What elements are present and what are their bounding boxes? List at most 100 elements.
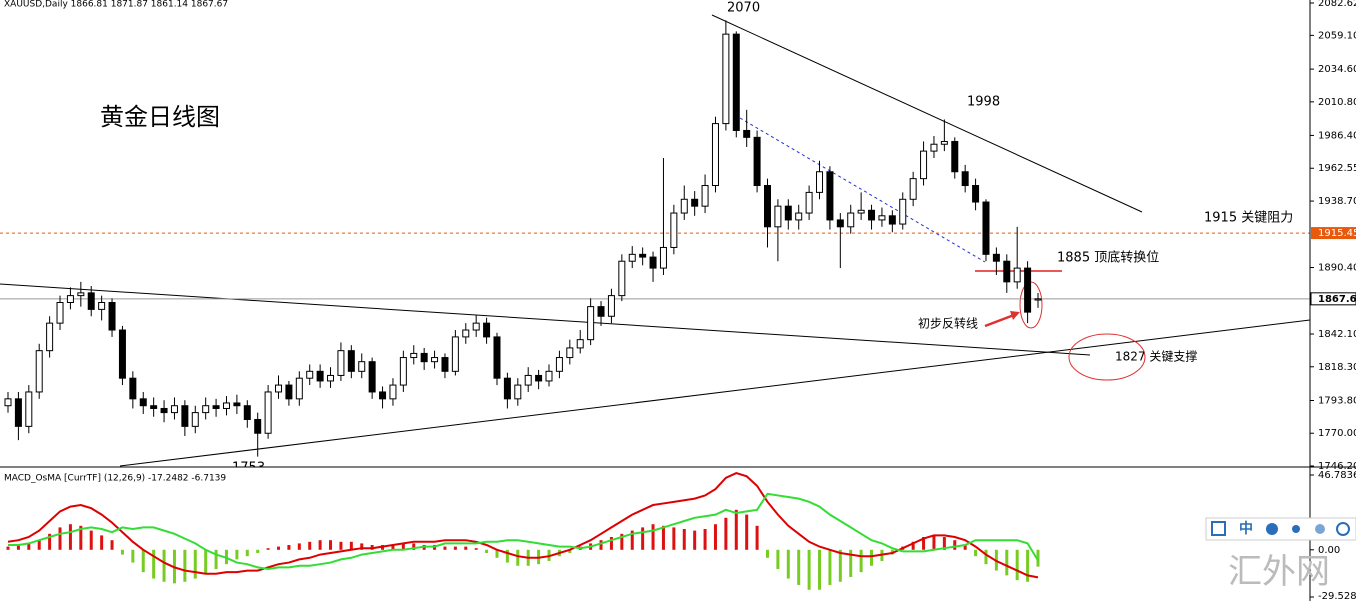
- macd-line: [7, 471, 1039, 579]
- toolbar-icon[interactable]: [1292, 525, 1300, 533]
- candle-body: [597, 306, 605, 317]
- histogram-bar: [755, 525, 759, 550]
- histogram-bar: [505, 549, 509, 563]
- y-tick-label: 2082.62: [1318, 0, 1356, 9]
- candle-body: [1024, 267, 1032, 313]
- histogram-bar: [630, 530, 634, 550]
- candle-body: [743, 129, 751, 138]
- histogram-bar: [1015, 549, 1019, 581]
- histogram-bar: [162, 549, 166, 582]
- histogram-bar: [68, 524, 72, 550]
- histogram-bar: [838, 549, 842, 582]
- histogram-bar: [339, 541, 343, 550]
- candle-body: [295, 377, 303, 400]
- histogram-bar: [48, 533, 52, 550]
- histogram-bar: [412, 543, 416, 550]
- histogram-bar: [329, 540, 333, 550]
- toolbar-icon[interactable]: [1336, 522, 1350, 536]
- candle-body: [909, 178, 917, 200]
- histogram-bar: [256, 549, 260, 553]
- candle-body: [847, 212, 855, 228]
- histogram-bar: [297, 543, 301, 550]
- candle-body: [431, 357, 439, 363]
- candle-body: [1034, 298, 1042, 301]
- toolbar-icon[interactable]: 中: [1239, 520, 1253, 537]
- y-tick-label: 2059.10: [1318, 30, 1356, 41]
- candle-body: [566, 347, 574, 359]
- candle-body: [618, 260, 626, 297]
- histogram-bar: [922, 537, 926, 550]
- histogram-bar: [724, 517, 728, 550]
- toolbar-icon[interactable]: [1211, 521, 1226, 536]
- candle-body: [545, 370, 553, 382]
- histogram-bar: [765, 549, 769, 558]
- candle-body: [555, 357, 563, 372]
- header: XAUUSD,Daily 1866.81 1871.87 1861.14 186…: [4, 0, 228, 10]
- histogram-bar: [318, 540, 322, 550]
- histogram-bar: [682, 529, 686, 550]
- histogram-bar: [474, 548, 478, 550]
- histogram-bar: [453, 546, 457, 550]
- candle-body: [680, 198, 688, 214]
- candle-body: [899, 198, 907, 225]
- histogram-bar: [984, 549, 988, 565]
- candle-body: [451, 336, 459, 372]
- candle-body: [337, 350, 345, 376]
- annotation: 1827 关键支撑: [1115, 349, 1197, 364]
- candle-body: [826, 171, 834, 221]
- candle-body: [56, 302, 64, 324]
- candle-body: [379, 391, 387, 400]
- histogram-bar: [193, 549, 197, 579]
- toolbar-icon[interactable]: [1315, 524, 1325, 534]
- candle-body: [25, 391, 33, 427]
- histogram-bar: [672, 527, 676, 550]
- histogram-bar: [141, 549, 145, 573]
- y-tick-label: 46.7836: [1318, 470, 1356, 481]
- y-tick-label: 1770.00: [1318, 428, 1356, 439]
- candle-body: [87, 292, 95, 310]
- support-trendline: [119, 319, 1310, 467]
- histogram-bar: [849, 549, 853, 577]
- candle-body: [222, 402, 230, 409]
- histogram-bar: [6, 546, 10, 550]
- candle-body: [399, 357, 407, 386]
- candle-body: [420, 352, 428, 363]
- y-tick-label: 1890.40: [1318, 263, 1356, 274]
- candle-body: [972, 185, 980, 203]
- level-label-bg: [1311, 227, 1356, 240]
- candle-body: [763, 185, 771, 228]
- histogram-bar: [308, 541, 312, 550]
- chart-label: 黄金日线图: [100, 103, 220, 131]
- candle-body: [920, 150, 928, 180]
- candle-body: [139, 398, 147, 407]
- histogram-bar: [776, 549, 780, 569]
- candle-body: [4, 398, 12, 407]
- histogram-bar: [131, 549, 135, 563]
- histogram-bar: [266, 548, 270, 550]
- histogram-bar: [963, 544, 967, 550]
- candle-body: [118, 329, 126, 379]
- candle-body: [576, 339, 584, 349]
- candle-body: [233, 402, 241, 407]
- candle-body: [961, 171, 969, 187]
- level-label-bg: [1310, 292, 1356, 306]
- candle-body: [441, 357, 449, 372]
- candle-body: [150, 405, 158, 409]
- candle-body: [857, 209, 865, 214]
- candle-body: [691, 198, 699, 207]
- histogram-bar: [495, 549, 499, 558]
- y-tick-label: 1962.55: [1318, 163, 1356, 174]
- histogram-bar: [641, 527, 645, 550]
- candle-body: [930, 143, 938, 152]
- histogram-bar: [828, 549, 832, 585]
- toolbar-icon[interactable]: [1266, 523, 1278, 535]
- y-tick-label: 2034.60: [1318, 64, 1356, 75]
- candle-body: [535, 374, 543, 382]
- annotation: 2070: [727, 1, 760, 16]
- candle-body: [868, 209, 876, 221]
- candle-body: [940, 140, 948, 145]
- histogram-bar: [661, 525, 665, 550]
- candle-body: [410, 352, 418, 359]
- toolbar: 中: [1205, 517, 1356, 541]
